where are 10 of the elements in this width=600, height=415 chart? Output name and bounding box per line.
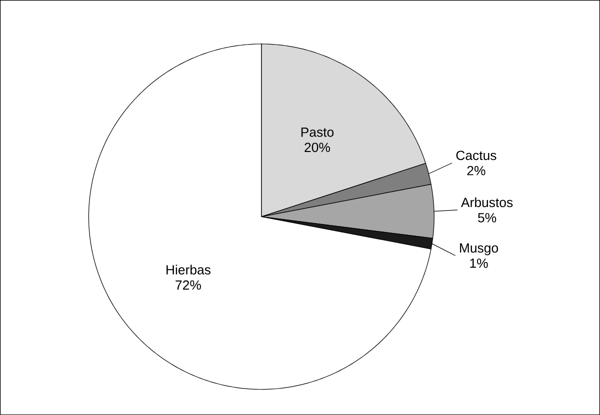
data-label: 5% bbox=[478, 213, 496, 222]
data-label: 72% bbox=[176, 280, 201, 290]
slice-label: Cactus bbox=[456, 150, 496, 160]
data-label: 1% bbox=[470, 258, 488, 268]
slice-label: Pasto bbox=[301, 128, 334, 137]
slice-label: Hierbas bbox=[166, 264, 210, 274]
data-label: 20% bbox=[304, 142, 330, 152]
data-label: 2% bbox=[467, 166, 486, 176]
slice-label: Arbustos bbox=[461, 197, 513, 208]
slice-label: Musgo bbox=[460, 243, 498, 256]
